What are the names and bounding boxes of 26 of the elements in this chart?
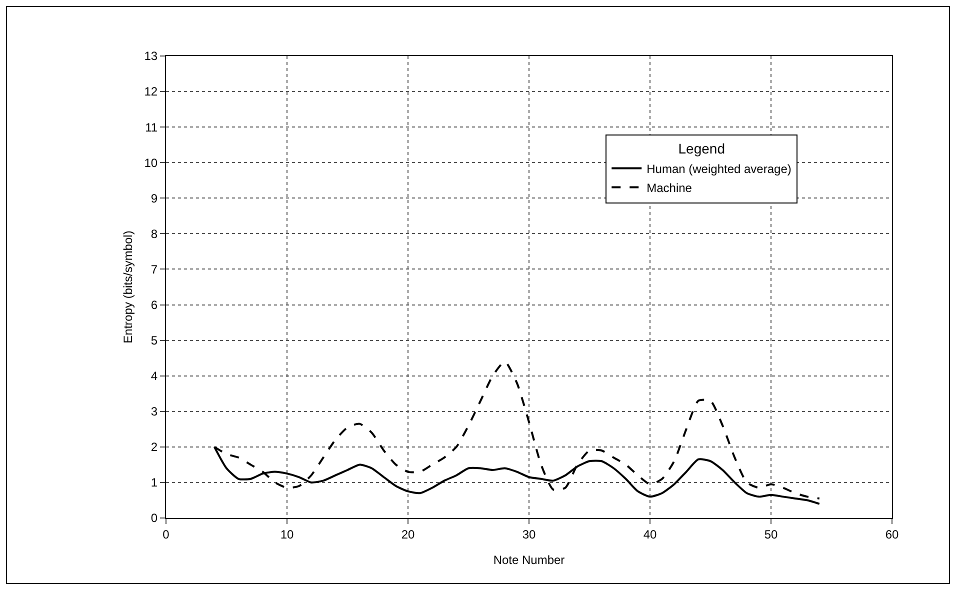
legend-label: Human (weighted average) [646,162,792,176]
x-tick-label: 0 [162,527,170,542]
x-axis-title: Note Number [493,553,565,567]
y-axis-title: Entropy (bits/symbol) [121,230,135,344]
y-tick-label: 12 [144,84,158,99]
legend-title: Legend [678,140,725,157]
y-tick-label: 0 [150,511,158,526]
x-tick-label: 20 [401,527,415,542]
y-tick-label: 10 [144,156,158,170]
x-tick-label: 10 [280,527,294,542]
y-tick-label: 13 [144,49,158,64]
y-tick-label: 7 [150,262,158,276]
y-tick-label: 3 [150,404,158,419]
y-tick-label: 9 [150,191,158,206]
y-tick-label: 4 [150,369,158,384]
x-tick-label: 30 [522,527,536,542]
x-tick-label: 60 [885,527,899,542]
legend-label: Machine [646,180,692,195]
x-tick-label: 40 [643,527,657,542]
x-tick-label: 50 [764,527,778,542]
y-tick-label: 11 [145,120,158,134]
y-tick-label: 1 [150,476,158,490]
y-tick-label: 8 [150,226,158,241]
y-tick-label: 5 [150,334,158,348]
y-tick-label: 6 [150,298,158,312]
y-tick-label: 2 [150,440,158,454]
